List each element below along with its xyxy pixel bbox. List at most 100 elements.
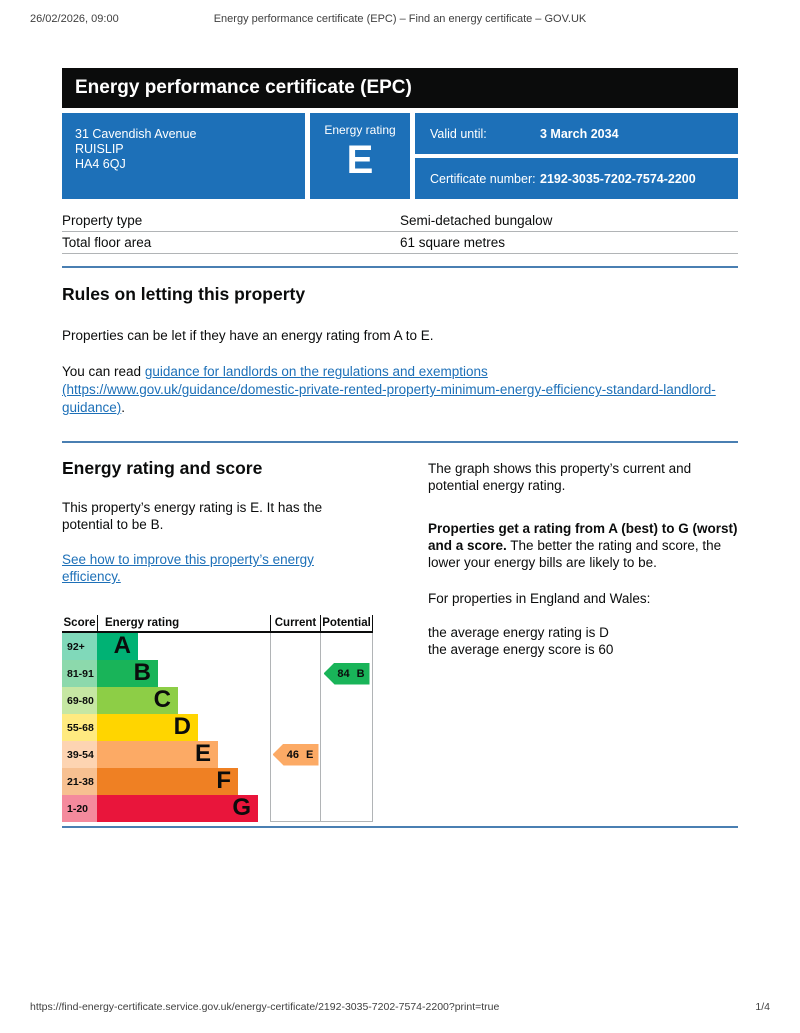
rating-explanation-rest: The better the rating and score, the low… xyxy=(428,538,722,570)
score-cell: 1-20 xyxy=(62,795,97,822)
certificate-number-value: 2192-3035-7202-7574-2200 xyxy=(540,171,696,186)
energy-rating-box: Energy rating E xyxy=(310,113,410,199)
certificate-number-box: Certificate number: 2192-3035-7202-7574-… xyxy=(415,158,738,199)
rating-heading: Energy rating and score xyxy=(62,458,263,478)
current-arrow-score: 46 xyxy=(286,748,299,761)
current-cell xyxy=(270,795,320,822)
england-wales-label: For properties in England and Wales: xyxy=(428,591,651,606)
table-row: Total floor area 61 square metres xyxy=(62,232,738,254)
rating-left-column: Energy rating and score This property’s … xyxy=(62,458,373,822)
average-score-line: the average energy score is 60 xyxy=(428,642,614,657)
average-rating-line: the average energy rating is D xyxy=(428,625,609,640)
rating-explanation: Properties get a rating from A (best) to… xyxy=(428,520,738,571)
certificate-summary: 31 Cavendish Avenue RUISLIP HA4 6QJ Ener… xyxy=(62,113,738,199)
guidance-text-prefix: You can read xyxy=(62,364,145,379)
band-row-e: 39-54 E 46 E xyxy=(62,741,373,768)
score-cell: 55-68 xyxy=(62,714,97,741)
valid-until-value: 3 March 2034 xyxy=(540,126,619,141)
potential-arrow: 84 B xyxy=(323,662,370,685)
rating-intro: This property’s energy rating is E. It h… xyxy=(62,500,323,532)
validity-column: Valid until: 3 March 2034 Certificate nu… xyxy=(415,113,738,199)
potential-cell: 84 B xyxy=(320,660,373,687)
section-divider xyxy=(62,826,738,828)
band-row-d: 55-68 D xyxy=(62,714,373,741)
property-details-table: Property type Semi-detached bungalow Tot… xyxy=(62,210,738,254)
section-divider xyxy=(62,266,738,268)
bar-area: D xyxy=(97,714,270,741)
potential-cell xyxy=(320,714,373,741)
score-cell: 21-38 xyxy=(62,768,97,795)
property-address-box: 31 Cavendish Avenue RUISLIP HA4 6QJ xyxy=(62,113,305,199)
rating-explanation-bold: Properties get a rating from A (best) to… xyxy=(428,521,738,553)
bar-area: C xyxy=(97,687,270,714)
current-cell xyxy=(270,687,320,714)
chart-header-row: Score Energy rating Current Potential xyxy=(62,615,373,633)
current-cell: 46 E xyxy=(270,741,320,768)
current-cell xyxy=(270,633,320,660)
print-page-title: Energy performance certificate (EPC) – F… xyxy=(213,13,587,25)
rules-guidance-paragraph: You can read guidance for landlords on t… xyxy=(62,363,722,417)
rules-heading: Rules on letting this property xyxy=(62,284,306,304)
rating-bar-b: B xyxy=(97,660,158,687)
current-cell xyxy=(270,768,320,795)
energy-rating-label: Energy rating xyxy=(324,123,396,137)
average-values: the average energy rating is D the averag… xyxy=(428,624,738,658)
print-datetime: 26/02/2026, 09:00 xyxy=(30,13,119,25)
browser-print-header: 26/02/2026, 09:00 Energy performance cer… xyxy=(30,13,770,25)
potential-cell xyxy=(320,768,373,795)
potential-cell xyxy=(320,795,373,822)
current-arrow: 46 E xyxy=(272,743,319,766)
print-url: https://find-energy-certificate.service.… xyxy=(30,1001,500,1013)
rating-bar-e: E xyxy=(97,741,218,768)
section-divider xyxy=(62,441,738,443)
valid-until-label: Valid until: xyxy=(430,126,487,141)
band-row-b: 81-91 B 84 B xyxy=(62,660,373,687)
potential-cell xyxy=(320,633,373,660)
address-line-1: 31 Cavendish Avenue xyxy=(75,127,197,141)
band-row-f: 21-38 F xyxy=(62,768,373,795)
guidance-text-suffix: . xyxy=(121,400,126,415)
chart-header-score: Score xyxy=(63,617,96,629)
potential-arrow-score: 84 xyxy=(337,667,350,680)
bar-area: B xyxy=(97,660,270,687)
band-row-a: 92+ A xyxy=(62,633,373,660)
energy-rating-section: Energy rating and score This property’s … xyxy=(62,458,738,822)
property-type-value: Semi-detached bungalow xyxy=(400,213,553,228)
potential-cell xyxy=(320,687,373,714)
band-row-c: 69-80 C xyxy=(62,687,373,714)
certificate-number-label: Certificate number: xyxy=(430,171,536,186)
table-row: Property type Semi-detached bungalow xyxy=(62,210,738,232)
chart-header-energy-rating: Energy rating xyxy=(97,615,270,631)
address-line-3: HA4 6QJ xyxy=(75,157,126,171)
bar-area: F xyxy=(97,768,270,795)
bar-area: G xyxy=(97,795,270,822)
score-cell: 92+ xyxy=(62,633,97,660)
certificate-banner: Energy performance certificate (EPC) xyxy=(62,68,738,108)
band-row-g: 1-20 G xyxy=(62,795,373,822)
rating-bar-g: G xyxy=(97,795,258,822)
rating-bar-c: C xyxy=(97,687,178,714)
valid-until-box: Valid until: 3 March 2034 xyxy=(415,113,738,154)
rating-bar-f: F xyxy=(97,768,238,795)
banner-title: Energy performance certificate (EPC) xyxy=(75,77,412,98)
rating-bar-a: A xyxy=(97,633,138,660)
landlord-guidance-link[interactable]: guidance for landlords on the regulation… xyxy=(62,364,716,415)
property-type-label: Property type xyxy=(62,213,143,228)
certificate-content: Energy performance certificate (EPC) 31 … xyxy=(62,68,738,828)
potential-cell xyxy=(320,741,373,768)
floor-area-label: Total floor area xyxy=(62,235,152,250)
chart-header-current: Current xyxy=(270,615,320,631)
rating-right-column: The graph shows this property’s current … xyxy=(428,458,738,822)
epc-chart: Score Energy rating Current Potential 92+ A 81… xyxy=(62,615,373,822)
score-cell: 81-91 xyxy=(62,660,97,687)
current-arrow-band: E xyxy=(305,748,314,761)
potential-arrow-band: B xyxy=(356,667,365,680)
chart-header-potential: Potential xyxy=(320,615,373,631)
improve-efficiency-link[interactable]: See how to improve this property’s energ… xyxy=(62,552,314,584)
print-page-indicator: 1/4 xyxy=(755,1001,770,1013)
rules-paragraph: Properties can be let if they have an en… xyxy=(62,328,434,343)
score-cell: 39-54 xyxy=(62,741,97,768)
address-line-2: RUISLIP xyxy=(75,142,124,156)
floor-area-value: 61 square metres xyxy=(400,235,506,250)
